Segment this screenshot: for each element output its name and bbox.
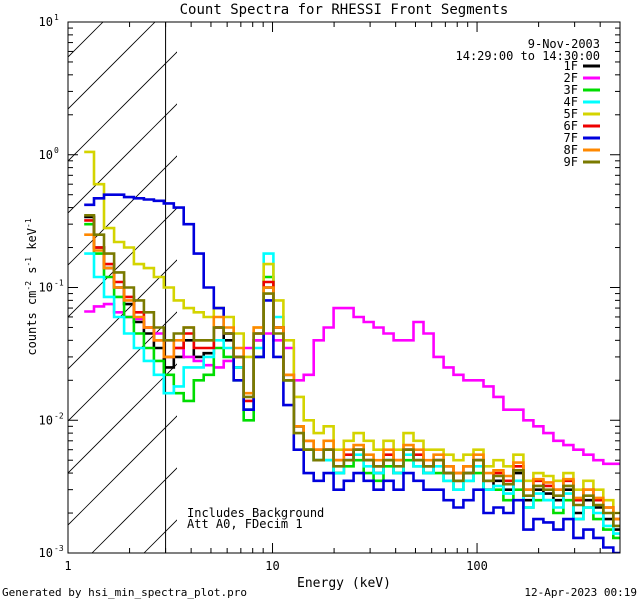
series-4f-line bbox=[84, 252, 620, 535]
x-tick-label: 1 bbox=[64, 559, 71, 573]
y-tick-label: 10 bbox=[39, 546, 53, 560]
y-tick-exponent: -1 bbox=[54, 279, 64, 288]
x-tick-label: 10 bbox=[265, 559, 279, 573]
x-axis-label: Energy (keV) bbox=[297, 576, 391, 591]
series-7f-line bbox=[84, 193, 620, 553]
legend-label-4f: 4F bbox=[564, 95, 578, 109]
y-tick-label: 10 bbox=[39, 148, 53, 162]
background-note: Includes Background bbox=[187, 506, 324, 520]
chart-title: Count Spectra for RHESSI Front Segments bbox=[180, 2, 509, 18]
y-tick-exponent: 1 bbox=[54, 13, 59, 22]
legend-label-3f: 3F bbox=[564, 83, 578, 97]
legend-label-6f: 6F bbox=[564, 119, 578, 133]
y-tick-label: 10 bbox=[39, 413, 53, 427]
legend-label-5f: 5F bbox=[564, 107, 578, 121]
y-tick-exponent: -3 bbox=[54, 544, 64, 553]
date-label: 9-Nov-2003 bbox=[528, 37, 600, 51]
legend-label-8f: 8F bbox=[564, 143, 578, 157]
y-tick-exponent: -2 bbox=[54, 411, 64, 420]
y-axis-label: counts cm-2 s-1 keV-1 bbox=[24, 218, 39, 355]
legend-label-2f: 2F bbox=[564, 71, 578, 85]
timestamp-label: 12-Apr-2023 00:19 bbox=[524, 586, 637, 599]
series-9f-line bbox=[84, 214, 620, 528]
y-tick-exponent: 0 bbox=[54, 146, 59, 155]
legend-label-9f: 9F bbox=[564, 155, 578, 169]
legend-label-1f: 1F bbox=[564, 59, 578, 73]
time-range-label: 14:29:00 to 14:30:00 bbox=[456, 49, 601, 63]
generated-by-label: Generated by hsi_min_spectra_plot.pro bbox=[2, 586, 247, 599]
legend-label-7f: 7F bbox=[564, 131, 578, 145]
y-tick-label: 10 bbox=[39, 281, 53, 295]
x-tick-label: 100 bbox=[466, 559, 488, 573]
attenuator-note: Att A0, FDecim 1 bbox=[187, 517, 303, 531]
y-tick-label: 10 bbox=[39, 15, 53, 29]
